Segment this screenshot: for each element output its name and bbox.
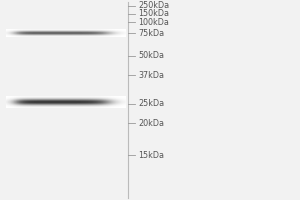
Text: 50kDa: 50kDa	[138, 51, 164, 60]
Text: 25kDa: 25kDa	[138, 99, 164, 108]
Text: 37kDa: 37kDa	[138, 71, 164, 79]
Text: 100kDa: 100kDa	[138, 18, 169, 27]
Text: 15kDa: 15kDa	[138, 150, 164, 160]
Text: 250kDa: 250kDa	[138, 1, 169, 10]
Text: 20kDa: 20kDa	[138, 118, 164, 128]
Text: 75kDa: 75kDa	[138, 28, 164, 38]
Text: 150kDa: 150kDa	[138, 9, 169, 18]
